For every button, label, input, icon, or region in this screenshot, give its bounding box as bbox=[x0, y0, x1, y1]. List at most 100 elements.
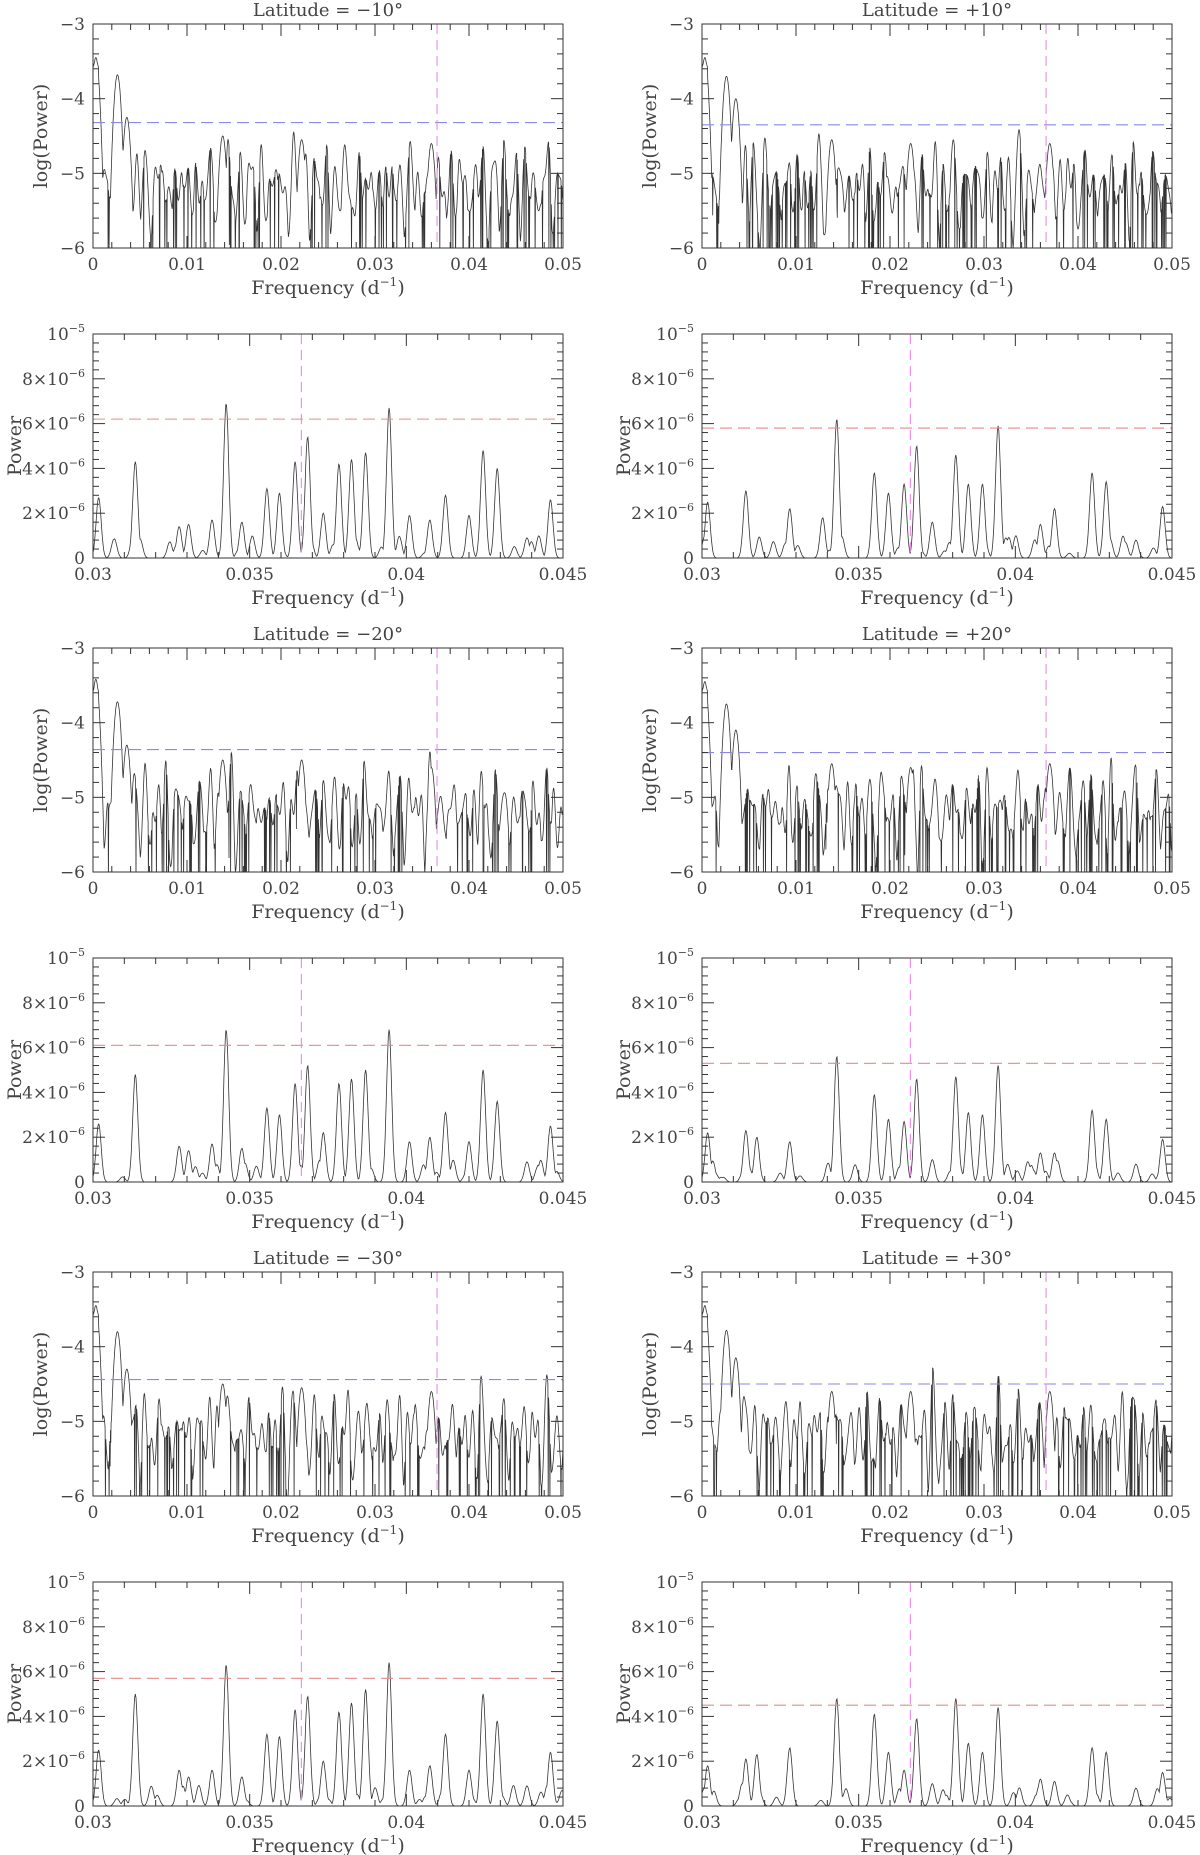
y-tick-label: 8×10−6 bbox=[631, 991, 694, 1014]
x-tick-label: 0.02 bbox=[871, 1503, 909, 1523]
x-tick-label: 0.04 bbox=[1059, 1503, 1097, 1523]
plot-frame bbox=[92, 1581, 564, 1807]
x-tick-label: 0.035 bbox=[834, 1189, 883, 1209]
plot-frame bbox=[92, 23, 564, 249]
y-tick-label: 4×10−6 bbox=[631, 456, 694, 479]
y-axis-label: log(Power) bbox=[30, 1332, 52, 1437]
x-axis-label: Frequency (d−1) bbox=[251, 1209, 405, 1233]
x-tick-label: 0.04 bbox=[996, 1189, 1034, 1209]
x-tick-label: 0.05 bbox=[1153, 255, 1191, 275]
x-tick-label: 0.045 bbox=[1148, 1189, 1197, 1209]
x-axis-label: Frequency (d−1) bbox=[860, 1833, 1014, 1855]
power-spectrum-line bbox=[93, 403, 563, 558]
y-tick-label: 8×10−6 bbox=[22, 991, 85, 1014]
x-tick-label: 0.04 bbox=[1059, 879, 1097, 899]
y-tick-label: 10−5 bbox=[47, 946, 85, 969]
y-axis-label: Power bbox=[613, 1039, 635, 1100]
panel-8: 0.03 0.035 0.04 0.045 0 2×10−6 4×10−6 6×10−6 8×1… bbox=[613, 946, 1196, 1233]
x-axis-label: Frequency (d−1) bbox=[251, 275, 405, 299]
x-axis-label: Frequency (d−1) bbox=[251, 1523, 405, 1547]
plot-frame bbox=[701, 1271, 1173, 1497]
x-tick-label: 0 bbox=[697, 1503, 708, 1523]
y-tick-label: −4 bbox=[669, 1338, 694, 1358]
x-tick-label: 0.03 bbox=[965, 879, 1003, 899]
x-tick-label: 0.01 bbox=[168, 1503, 206, 1523]
power-spectrum-line bbox=[702, 419, 1172, 558]
y-tick-label: −6 bbox=[669, 863, 694, 883]
y-tick-label: 8×10−6 bbox=[22, 1615, 85, 1638]
plot-frame bbox=[92, 1271, 564, 1497]
x-tick-label: 0.04 bbox=[387, 1813, 425, 1833]
power-spectrum-line bbox=[93, 678, 563, 872]
y-tick-label: 6×10−6 bbox=[631, 1036, 694, 1059]
x-tick-label: 0.035 bbox=[834, 1813, 883, 1833]
panel-title: Latitude = −10° bbox=[253, 0, 403, 21]
x-tick-label: 0.05 bbox=[1153, 879, 1191, 899]
y-tick-label: 6×10−6 bbox=[22, 1036, 85, 1059]
y-tick-label: 8×10−6 bbox=[631, 1615, 694, 1638]
y-tick-label: 2×10−6 bbox=[22, 501, 85, 524]
panel-title: Latitude = +10° bbox=[862, 0, 1012, 21]
plot-frame bbox=[92, 647, 564, 873]
y-tick-label: 0 bbox=[74, 549, 85, 569]
x-axis-label: Frequency (d−1) bbox=[251, 899, 405, 923]
power-spectrum-line bbox=[702, 1055, 1172, 1182]
y-tick-label: 10−5 bbox=[656, 1570, 694, 1593]
y-tick-label: 0 bbox=[74, 1797, 85, 1817]
x-tick-label: 0.01 bbox=[777, 1503, 815, 1523]
x-tick-label: 0.03 bbox=[74, 1813, 112, 1833]
x-tick-label: 0.01 bbox=[168, 255, 206, 275]
y-tick-label: −3 bbox=[60, 15, 85, 35]
y-tick-label: 4×10−6 bbox=[631, 1080, 694, 1103]
y-tick-label: 6×10−6 bbox=[22, 412, 85, 435]
x-tick-label: 0.03 bbox=[74, 565, 112, 585]
x-tick-label: 0.01 bbox=[777, 879, 815, 899]
x-tick-label: 0.04 bbox=[450, 1503, 488, 1523]
panel-9: 0 0.01 0.02 0.03 0.04 0.05 −6 −5 −4 −3 Latitude = … bbox=[30, 1248, 582, 1547]
y-tick-label: −4 bbox=[60, 1338, 85, 1358]
y-tick-label: 10−5 bbox=[47, 322, 85, 345]
x-tick-label: 0.04 bbox=[387, 565, 425, 585]
panel-title: Latitude = −30° bbox=[253, 1248, 403, 1269]
x-tick-label: 0 bbox=[88, 255, 99, 275]
y-tick-label: −5 bbox=[60, 788, 85, 808]
y-tick-label: −6 bbox=[60, 239, 85, 259]
x-tick-label: 0.035 bbox=[834, 565, 883, 585]
panel-10: 0 0.01 0.02 0.03 0.04 0.05 −6 −5 −4 −3 Latitude = … bbox=[639, 1248, 1191, 1547]
panel-5: 0 0.01 0.02 0.03 0.04 0.05 −6 −5 −4 −3 Latitude = … bbox=[30, 624, 582, 923]
x-tick-label: 0.05 bbox=[544, 879, 582, 899]
y-axis-label: Power bbox=[4, 415, 26, 476]
x-axis-label: Frequency (d−1) bbox=[860, 899, 1014, 923]
x-tick-label: 0.045 bbox=[1148, 565, 1197, 585]
y-tick-label: 2×10−6 bbox=[631, 501, 694, 524]
y-tick-label: 2×10−6 bbox=[22, 1749, 85, 1772]
power-spectrum-line bbox=[93, 57, 563, 248]
x-tick-label: 0.035 bbox=[225, 1189, 274, 1209]
y-tick-label: 4×10−6 bbox=[631, 1704, 694, 1727]
power-spectrum-line bbox=[702, 57, 1172, 248]
x-axis-label: Frequency (d−1) bbox=[860, 1209, 1014, 1233]
power-spectrum-line bbox=[93, 1029, 563, 1182]
y-tick-label: −5 bbox=[60, 1412, 85, 1432]
x-tick-label: 0.02 bbox=[871, 879, 909, 899]
y-tick-label: −3 bbox=[60, 639, 85, 659]
x-tick-label: 0 bbox=[697, 879, 708, 899]
y-tick-label: 8×10−6 bbox=[631, 367, 694, 390]
y-tick-label: 10−5 bbox=[656, 946, 694, 969]
power-spectrum-line bbox=[702, 681, 1172, 872]
x-tick-label: 0.05 bbox=[544, 1503, 582, 1523]
x-tick-label: 0 bbox=[88, 1503, 99, 1523]
x-tick-label: 0.03 bbox=[683, 1813, 721, 1833]
y-tick-label: 8×10−6 bbox=[22, 367, 85, 390]
y-tick-label: 4×10−6 bbox=[22, 1704, 85, 1727]
x-tick-label: 0.04 bbox=[450, 879, 488, 899]
y-tick-label: 0 bbox=[683, 1797, 694, 1817]
x-axis-label: Frequency (d−1) bbox=[251, 585, 405, 609]
y-tick-label: −3 bbox=[669, 639, 694, 659]
y-axis-label: Power bbox=[613, 1663, 635, 1724]
y-tick-label: −5 bbox=[669, 164, 694, 184]
plot-frame bbox=[701, 957, 1173, 1183]
y-tick-label: 0 bbox=[74, 1173, 85, 1193]
x-tick-label: 0.01 bbox=[168, 879, 206, 899]
